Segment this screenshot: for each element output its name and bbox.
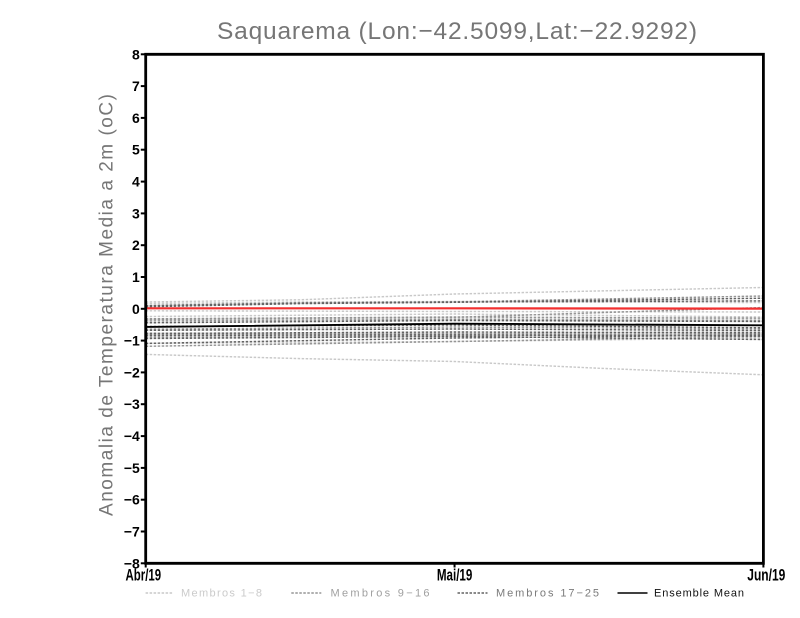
svg-text:−5: −5 — [124, 460, 140, 476]
svg-text:−1: −1 — [124, 333, 140, 349]
svg-text:−4: −4 — [124, 428, 140, 444]
svg-text:6: 6 — [132, 110, 140, 126]
svg-text:2: 2 — [132, 237, 140, 253]
svg-text:Membros 9−16: Membros 9−16 — [331, 588, 430, 600]
svg-text:Membros 1−8: Membros 1−8 — [181, 588, 262, 600]
svg-text:Anomalia de Temperatura Media: Anomalia de Temperatura Media a 2m (oC) — [97, 94, 118, 516]
svg-text:1: 1 — [132, 269, 140, 285]
svg-text:5: 5 — [132, 142, 140, 158]
svg-text:Mai/19: Mai/19 — [437, 566, 473, 585]
svg-text:−8: −8 — [124, 555, 140, 571]
svg-text:Ensemble Mean: Ensemble Mean — [654, 588, 744, 600]
svg-text:−6: −6 — [124, 492, 140, 508]
svg-text:Jun/19: Jun/19 — [747, 566, 785, 585]
svg-text:−7: −7 — [124, 524, 140, 540]
svg-text:8: 8 — [132, 46, 140, 62]
svg-text:4: 4 — [132, 174, 140, 190]
svg-text:−3: −3 — [124, 396, 140, 412]
svg-text:Abr/19: Abr/19 — [126, 566, 162, 585]
svg-text:7: 7 — [132, 78, 140, 94]
svg-text:Saquarema (Lon:−42.5099,Lat:−2: Saquarema (Lon:−42.5099,Lat:−22.9292) — [217, 18, 697, 45]
svg-text:0: 0 — [132, 301, 140, 317]
svg-text:−2: −2 — [124, 364, 140, 380]
svg-text:Membros 17−25: Membros 17−25 — [496, 588, 599, 600]
svg-text:3: 3 — [132, 205, 140, 221]
